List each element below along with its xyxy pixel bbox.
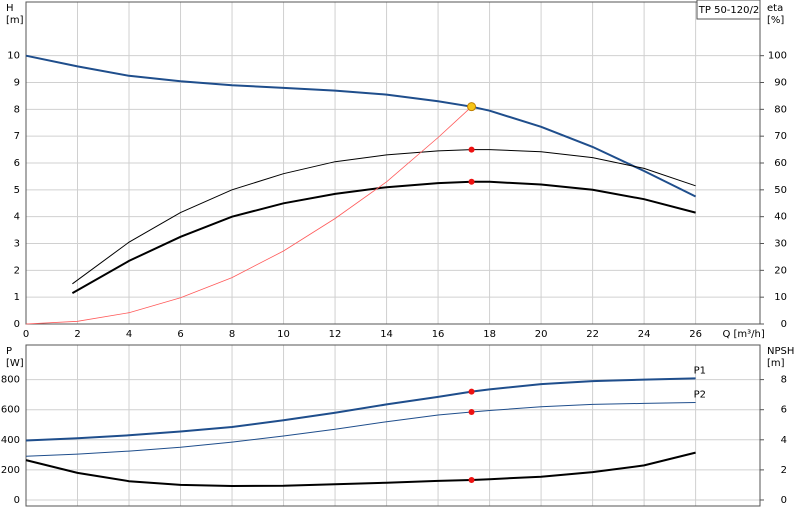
y-tick-label: 6 xyxy=(14,158,20,169)
series-line xyxy=(25,377,696,442)
y2-tick-label: 90 xyxy=(774,78,787,89)
x-tick-label: 20 xyxy=(535,329,548,340)
y-tick-label: 3 xyxy=(14,239,20,250)
x-tick-label: 12 xyxy=(329,329,342,340)
y2-tick-label: 30 xyxy=(774,239,787,250)
x-axis-label: Q [m³/h] xyxy=(722,329,764,340)
y-axis-unit: [W] xyxy=(6,358,24,369)
series-line xyxy=(25,451,696,488)
y-axis-label: P xyxy=(6,346,12,357)
x-tick-label: 4 xyxy=(126,329,132,340)
operating-point xyxy=(468,146,475,153)
x-tick-label: 18 xyxy=(483,329,496,340)
y-tick-label: 4 xyxy=(14,212,20,223)
y-tick-label: 10 xyxy=(7,51,20,62)
chart-title: TP 50-120/2 xyxy=(698,5,759,16)
x-tick-label: 16 xyxy=(432,329,445,340)
series-label: P1 xyxy=(694,365,706,376)
series-line xyxy=(25,54,697,198)
y-tick-label: 8 xyxy=(14,104,20,115)
y2-tick-label: 60 xyxy=(774,158,787,169)
y2-tick-label: 0 xyxy=(781,319,787,330)
x-tick-label: 6 xyxy=(177,329,183,340)
title-box xyxy=(696,0,761,20)
x-tick-label: 26 xyxy=(689,329,702,340)
y-tick-label: 5 xyxy=(14,185,20,196)
y2-tick-label: 100 xyxy=(768,51,787,62)
y-tick-label: 0 xyxy=(14,319,20,330)
x-tick-label: 0 xyxy=(23,329,29,340)
y2-tick-label: 6 xyxy=(781,405,787,416)
y2-tick-label: 80 xyxy=(774,104,787,115)
x-tick-label: 10 xyxy=(277,329,290,340)
y-tick-label: 7 xyxy=(14,131,20,142)
operating-point xyxy=(468,476,475,483)
operating-point xyxy=(468,388,475,395)
y2-tick-label: 20 xyxy=(774,265,787,276)
plot-frame xyxy=(25,1,761,325)
y2-axis-unit: [%] xyxy=(767,15,784,26)
series-line xyxy=(72,149,696,285)
operating-point xyxy=(467,102,477,112)
y-axis-label: H xyxy=(6,3,14,14)
plot-frame xyxy=(25,344,761,507)
operating-point xyxy=(468,408,475,415)
plot-area xyxy=(26,345,760,506)
y-tick-label: 800 xyxy=(1,375,20,386)
y2-tick-label: 4 xyxy=(781,435,787,446)
y2-tick-label: 10 xyxy=(774,292,787,303)
x-tick-label: 8 xyxy=(229,329,235,340)
y2-tick-label: 70 xyxy=(774,131,787,142)
x-tick-label: 14 xyxy=(380,329,393,340)
x-tick-label: 2 xyxy=(74,329,80,340)
y2-tick-label: 2 xyxy=(781,465,787,476)
y2-tick-label: 50 xyxy=(774,185,787,196)
y2-tick-label: 8 xyxy=(781,375,787,386)
y-tick-label: 0 xyxy=(14,495,20,506)
y2-axis-unit: [m] xyxy=(767,358,785,369)
y2-axis-label: NPSH xyxy=(767,346,794,357)
series-label: P2 xyxy=(694,389,706,400)
operating-point xyxy=(468,178,475,185)
y2-axis-label: eta xyxy=(767,3,783,14)
y-tick-label: 2 xyxy=(14,265,20,276)
x-tick-label: 22 xyxy=(586,329,599,340)
series-line xyxy=(25,402,696,457)
y2-tick-label: 0 xyxy=(781,495,787,506)
series-line xyxy=(71,180,696,294)
y2-tick-label: 40 xyxy=(774,212,787,223)
y-tick-label: 9 xyxy=(14,78,20,89)
y-axis-unit: [m] xyxy=(6,15,24,26)
y-tick-label: 400 xyxy=(1,435,20,446)
y-tick-label: 600 xyxy=(1,405,20,416)
y-tick-label: 200 xyxy=(1,465,20,476)
x-tick-label: 24 xyxy=(638,329,651,340)
y-tick-label: 1 xyxy=(14,292,20,303)
series-line xyxy=(25,106,472,325)
